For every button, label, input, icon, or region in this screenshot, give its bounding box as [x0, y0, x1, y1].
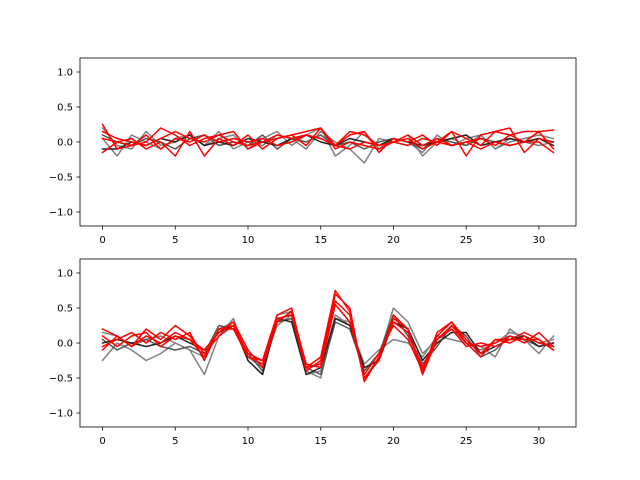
y-tick-label: 0.5: [57, 103, 73, 114]
series-group: [101, 123, 555, 164]
series-line-7: [101, 303, 555, 376]
x-tick-label: 25: [460, 436, 473, 447]
y-tick-label: −0.5: [49, 374, 73, 385]
x-tick-label: 30: [533, 436, 546, 447]
y-tick-label: −1.0: [49, 409, 73, 420]
y-tick-label: 0.0: [57, 339, 73, 350]
x-tick-label: 5: [172, 436, 178, 447]
series-group: [101, 289, 555, 383]
y-tick-label: 1.0: [57, 269, 73, 280]
y-tick-label: 0.0: [57, 138, 73, 149]
x-tick-label: 20: [387, 235, 400, 246]
x-tick-label: 10: [242, 235, 255, 246]
series-line-6: [101, 289, 555, 383]
x-tick-label: 25: [460, 235, 473, 246]
x-tick-label: 0: [99, 436, 105, 447]
y-tick-label: 0.5: [57, 304, 73, 315]
series-line-5: [101, 300, 555, 379]
x-tick-label: 0: [99, 235, 105, 246]
x-tick-label: 30: [533, 235, 546, 246]
bottom-subplot: 0 5 10 15 20 25 30 1.0 0.5 0.0 −0.5 −1.0: [49, 258, 577, 447]
top-subplot: 0 5 10 15 20 25 30 1.0 0.5 0.0 −0.5 −1.0: [49, 57, 577, 246]
x-tick-label: 15: [314, 235, 327, 246]
x-tick-label: 5: [172, 235, 178, 246]
x-tick-label: 10: [242, 436, 255, 447]
series-line-7: [101, 130, 555, 154]
x-tick-label: 20: [387, 436, 400, 447]
series-line-4: [101, 123, 555, 154]
series-line-2: [101, 314, 555, 376]
x-tick-label: 15: [314, 436, 327, 447]
y-tick-label: 1.0: [57, 68, 73, 79]
y-tick-label: −0.5: [49, 173, 73, 184]
y-tick-label: −1.0: [49, 208, 73, 219]
